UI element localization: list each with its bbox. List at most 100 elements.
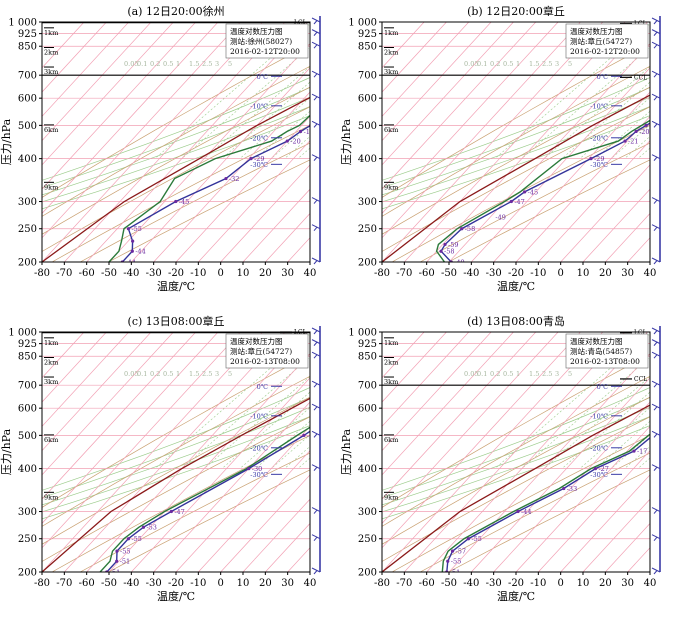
height-mark-label: 3km [384,68,398,76]
wind-barb-feather [653,73,658,78]
y-tick-label: 600 [358,404,377,415]
temperature-value-label: -18 [304,128,314,136]
temperature-value-label: -57 [456,548,466,556]
temperature-value-label: -17 [637,448,647,456]
temperature-value-label: -12 [348,405,358,413]
y-tick-label: 600 [18,94,37,105]
parcel-curve [42,96,310,262]
wind-barb-feather [313,260,318,265]
x-tick-label: -40 [123,268,139,279]
panel-title: (b) 12日20:00章丘 [467,4,565,18]
temperature-value-label: -19 [307,432,317,440]
mixing-ratio-label: 0.1 [477,370,487,378]
height-mark-label: 1km [44,29,58,37]
wind-barb-feather [313,570,318,575]
y-tick-label: 300 [18,197,37,208]
height-mark-label: 3km [44,378,58,386]
temperature-value-label: -51 [120,558,130,566]
legend-line: 温度对数压力图 [230,336,283,346]
temperature-point [644,123,648,127]
mixing-ratio-label: 0.5 [503,370,513,378]
temperature-point [632,449,636,453]
mixing-ratio-label: 0.5 [163,60,173,68]
x-tick-label: 40 [304,578,317,589]
isotherm-line [42,22,130,117]
temperature-point [690,407,693,410]
mixing-ratio-label: 2.5 [542,60,552,68]
dry-adiabat [42,416,310,562]
x-tick-label: 40 [644,268,657,279]
panel-c: 0.050.10.20.511.52.5351-3-50-1-12-19-30-… [0,314,358,603]
mixing-ratio-label: 0.2 [490,60,500,68]
x-tick-label: -50 [441,268,457,279]
legend-line: 测站:章丘(54727) [230,346,292,356]
y-axis-label: 压力/hPa [0,428,13,475]
isotherm-line [493,401,650,572]
legend-line: 测站:章丘(54727) [570,36,632,46]
mixing-ratio-line [270,434,310,469]
mixing-ratio-label: 1 [176,370,180,378]
wind-barb-feather [653,31,658,36]
x-tick-label: 40 [304,268,317,279]
dry-adiabat [42,106,310,252]
isotherm-line [649,571,650,572]
wind-barb-feather [313,509,318,514]
wind-barb [311,339,321,345]
wind-barb [651,327,661,333]
temperature-point [141,525,146,529]
temperature-point [302,433,306,437]
dewpoint-curve [99,426,310,572]
wind-profile [311,16,321,265]
mixing-ratio-line [579,97,650,159]
temperature-value-label: -27 [598,465,608,473]
isotherm-line [220,474,310,572]
isotherm-line [108,43,310,262]
x-tick-label: 30 [281,268,294,279]
temperature-value-label: -55 [131,225,141,233]
mixing-ratio-line [521,46,650,159]
wind-barb [311,93,321,99]
temperature-value-label: -51 [450,569,460,577]
x-tick-label: 20 [259,578,272,589]
temperature-point [439,249,443,253]
x-tick-label: -80 [34,578,50,589]
isotherm-line [198,140,310,262]
x-tick-label: 10 [237,268,250,279]
lcl-label: LCL [294,19,307,26]
legend-frame [565,23,649,59]
dewpoint-curve [441,433,650,572]
y-tick-label: 400 [358,154,377,165]
isotherm-mark-label: -20℃ [250,444,268,452]
dry-adiabat [391,124,650,262]
wind-barb [651,224,661,230]
temperature-value-label: -55 [451,558,461,566]
temperature-point [224,176,228,181]
wind-barb-feather [653,330,658,335]
isotherm-line [42,22,152,142]
wind-profile [311,326,321,575]
temperature-point [593,467,598,471]
wind-barb [651,93,661,99]
isotherm-line [382,332,492,452]
temperature-value-label: -53 [146,524,156,532]
wind-barb-feather [653,123,658,128]
y-tick-label: 850 [358,352,377,363]
temperature-value-label: -20 [639,128,649,136]
x-tick-label: -70 [56,268,72,279]
wind-barb-feather [313,433,318,438]
isotherm-line [42,22,241,239]
wind-barb-feather [313,383,318,388]
x-tick-label: -30 [146,578,162,589]
mixing-ratio-label: 0.05 [464,370,478,378]
wind-barb-feather [653,199,658,204]
isotherm-line [605,212,650,262]
isotherm-line [42,332,219,524]
x-tick-label: 0 [557,268,563,279]
temperature-point [338,107,341,110]
mixing-ratio-line [595,110,650,159]
parcel-curve [382,94,650,262]
isotherm-line [42,22,219,214]
mixing-ratio-line [521,356,650,469]
wind-profile [651,16,661,265]
